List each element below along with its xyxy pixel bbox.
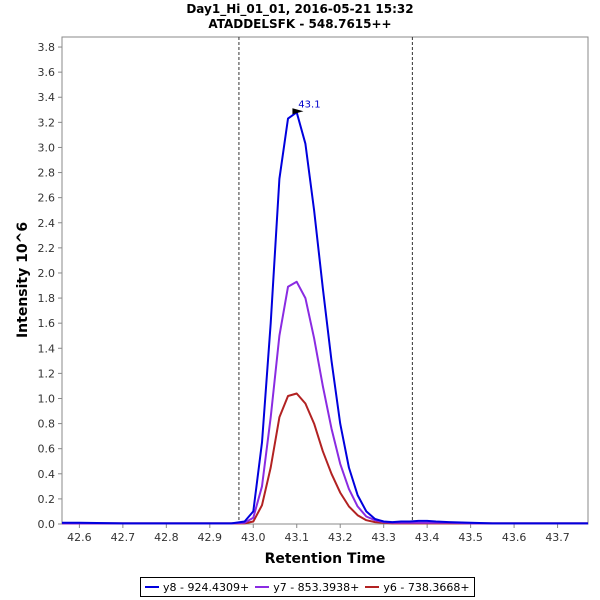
plot-area — [61, 36, 589, 525]
y-tick-label: 0.8 — [38, 418, 56, 431]
legend-item-y7: y7 - 853.3938+ — [255, 581, 359, 594]
x-tick-label: 42.9 — [198, 531, 223, 544]
y-tick-label: 0.4 — [38, 468, 56, 481]
y-tick-label: 1.4 — [38, 342, 56, 355]
y-tick-label: 1.0 — [38, 392, 56, 405]
y-tick-label: 1.6 — [38, 317, 56, 330]
y-tick-label: 0.2 — [38, 493, 56, 506]
series-lines — [62, 111, 588, 525]
y-tick-label: 2.6 — [38, 192, 56, 205]
legend-label-y7: y7 - 853.3938+ — [273, 580, 360, 594]
legend-label-y6: y6 - 738.3668+ — [383, 580, 470, 594]
x-tick-label: 43.7 — [545, 531, 570, 544]
x-tick-label: 43.5 — [458, 531, 483, 544]
y-axis-label: Intensity 10^6 — [15, 222, 31, 338]
chart-subtitle: ATADDELSFK - 548.7615++ — [208, 17, 391, 31]
x-tick-label: 43.6 — [502, 531, 527, 544]
legend: y8 - 924.4309+ y7 - 853.3938+ y6 - 738.3… — [140, 577, 475, 597]
x-tick-label: 42.6 — [67, 531, 92, 544]
x-tick-label: 42.8 — [154, 531, 179, 544]
series-line — [62, 111, 588, 525]
y-tick-label: 2.8 — [38, 167, 56, 180]
y-tick-label: 3.8 — [38, 41, 56, 54]
peak-label: 43.1 — [298, 99, 320, 110]
y-tick-label: 2.2 — [38, 242, 56, 255]
y-tick-label: 2.4 — [38, 217, 56, 230]
y-tick-label: 1.8 — [38, 292, 56, 305]
x-tick-label: 42.7 — [111, 531, 136, 544]
legend-swatch-y6 — [365, 586, 380, 588]
peak-marker — [292, 108, 304, 115]
x-tick-label: 43.4 — [415, 531, 440, 544]
x-axis-label: Retention Time — [265, 551, 386, 567]
legend-swatch-y8 — [145, 586, 159, 588]
y-tick-label: 0.6 — [38, 443, 56, 456]
legend-swatch-y7 — [255, 586, 270, 588]
legend-label-y8: y8 - 924.4309+ — [163, 580, 250, 594]
y-tick-label: 3.6 — [38, 66, 56, 79]
y-tick-label: 3.2 — [38, 116, 56, 129]
peak-annotation: 43.1 — [292, 99, 321, 115]
x-tick-label: 43.2 — [328, 531, 353, 544]
y-tick-label: 3.4 — [38, 91, 56, 104]
y-tick-label: 0.0 — [38, 518, 56, 531]
legend-item-y8: y8 - 924.4309+ — [145, 581, 249, 594]
legend-item-y6: y6 - 738.3668+ — [365, 580, 470, 594]
x-tick-label: 43.0 — [241, 531, 266, 544]
x-tick-label: 43.1 — [284, 531, 309, 544]
x-axis: 42.6 42.7 42.8 42.9 43.0 43.1 43.2 43.3 43.4 43.5… — [67, 524, 570, 544]
y-tick-label: 3.0 — [38, 141, 56, 154]
y-tick-label: 2.0 — [38, 267, 56, 280]
peak-boundaries — [238, 37, 413, 524]
y-tick-label: 1.2 — [38, 367, 56, 380]
y-axis: 0.0 0.2 0.4 0.6 0.8 1.0 1.2 1.4 1.6 1.8 2.0 2.2 2.4 2… — [38, 41, 62, 531]
chart-title: Day1_Hi_01_01, 2016-05-21 15:32 — [186, 2, 413, 17]
x-tick-label: 43.3 — [371, 531, 396, 544]
